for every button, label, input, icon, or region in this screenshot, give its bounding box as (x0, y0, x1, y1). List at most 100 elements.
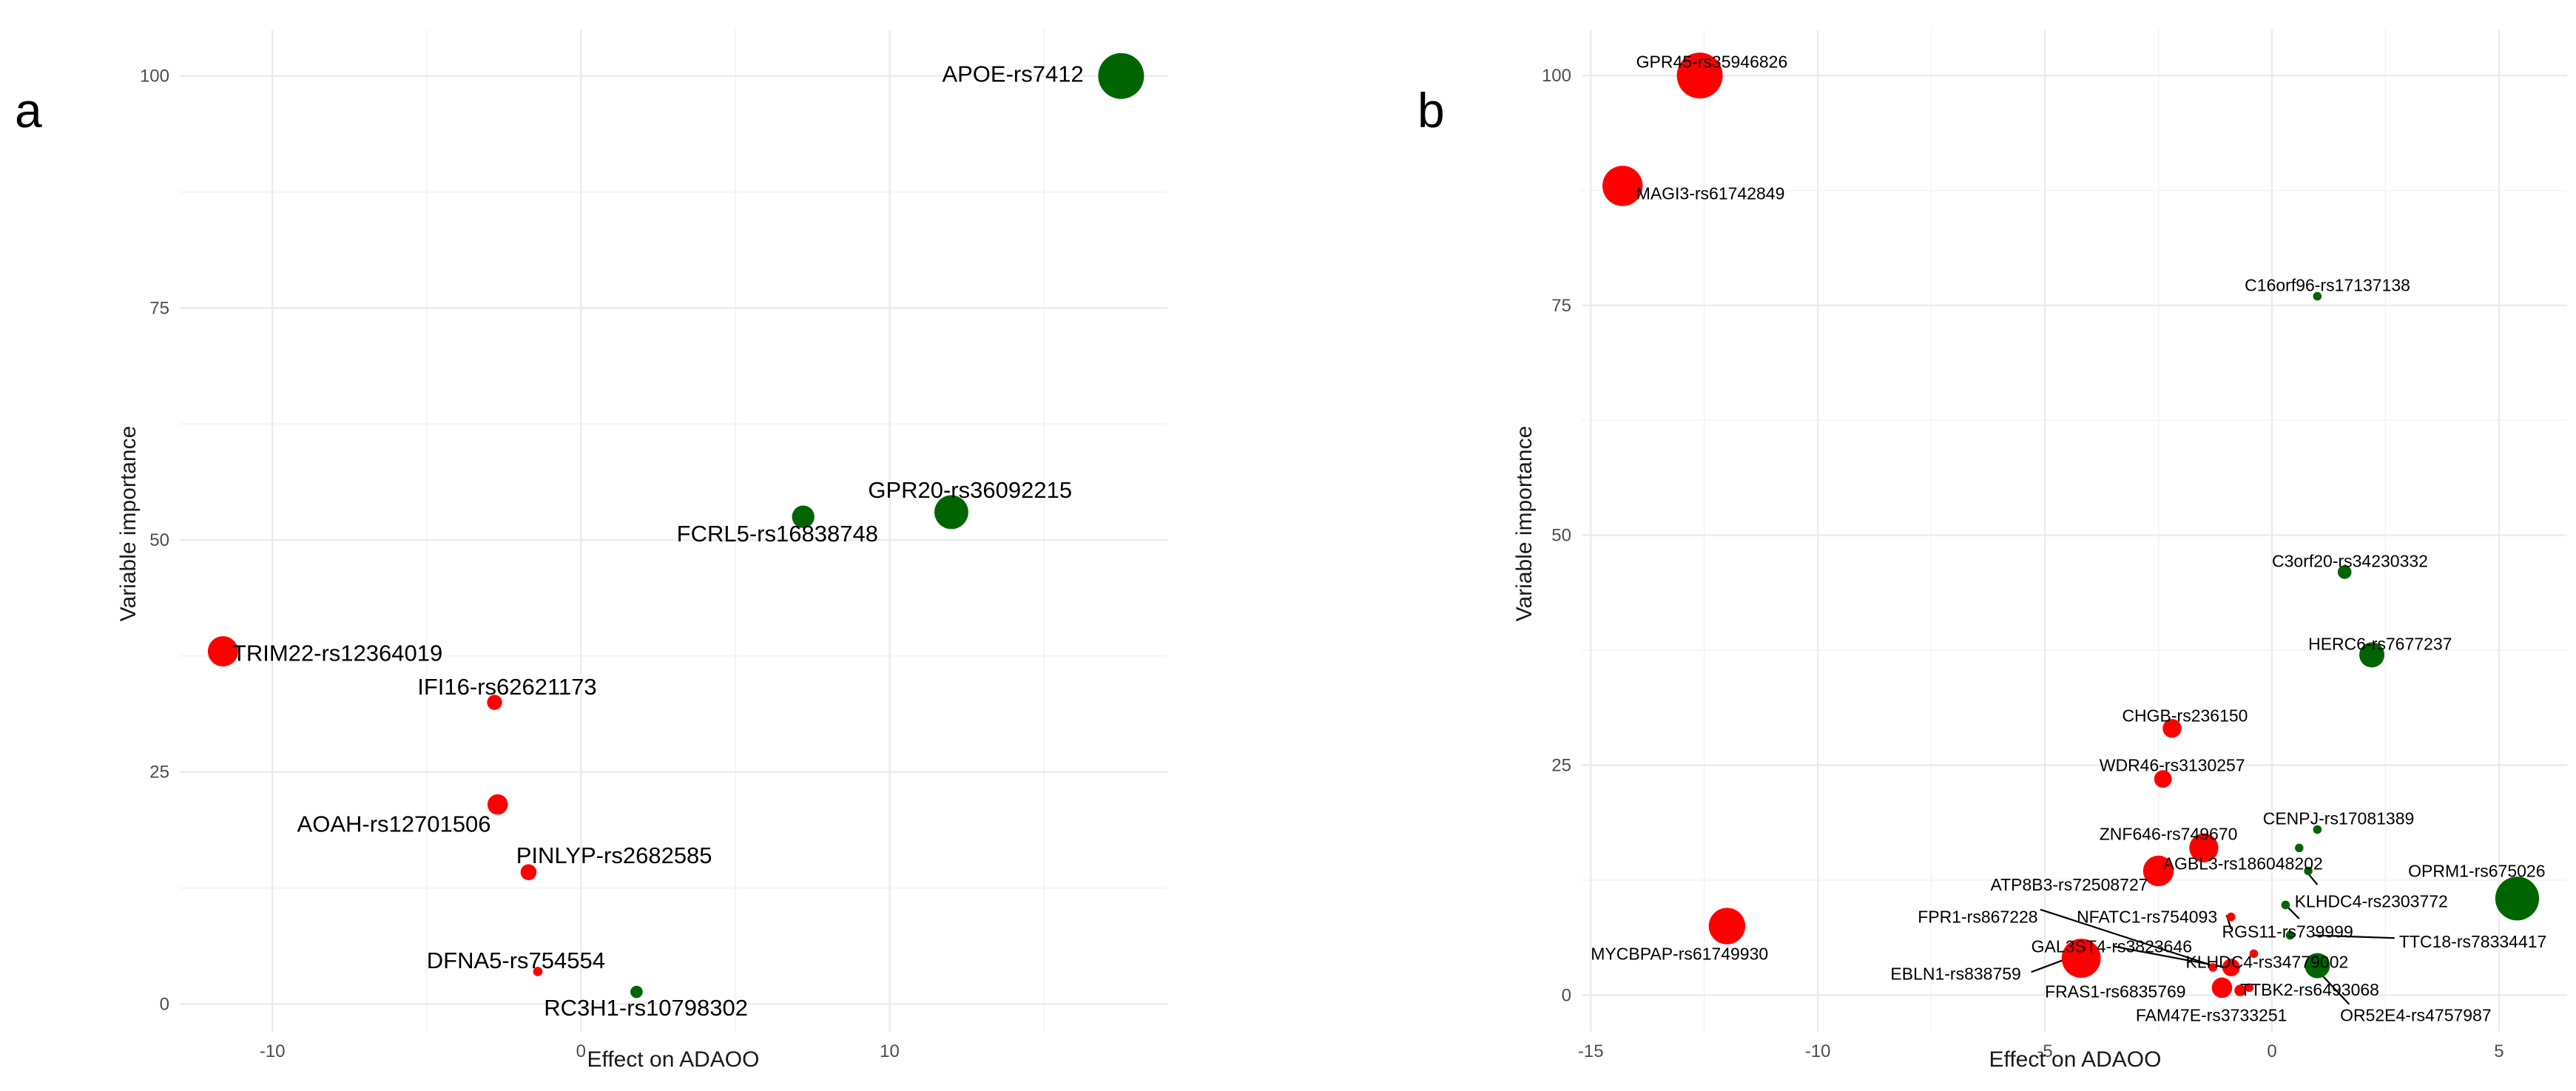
panel-a-points (207, 53, 1144, 999)
point-label: TTBK2-rs6493068 (2240, 980, 2379, 999)
point-label: MAGI3-rs61742849 (1636, 183, 1785, 203)
point-label: C16orf96-rs17137138 (2245, 276, 2410, 295)
leader-line (2031, 959, 2064, 973)
y-tick-label: 75 (149, 298, 169, 318)
point-label: FPR1-rs867228 (1918, 908, 2037, 927)
panel-b-labels: GPR45-rs35946826 MAGI3-rs61742849 C16orf96… (1591, 53, 2546, 1025)
data-point-ttbk2-rs6493068 (2304, 953, 2330, 979)
point-label: NFATC1-rs754093 (2077, 908, 2217, 927)
point-label: ATP8B3-rs72508727 (1990, 875, 2148, 894)
data-point-agbl3-rs186048202 (2295, 843, 2304, 853)
point-label: GPR45-rs35946826 (1636, 53, 1788, 72)
data-point-cenpj-rs17081389 (2313, 825, 2322, 834)
leader-line (2040, 908, 2213, 967)
point-label: FCRL5-rs16838748 (677, 521, 878, 547)
data-point-fam47e-rs3733251 (2234, 984, 2246, 996)
point-label: FRAS1-rs6835769 (2045, 982, 2186, 1001)
data-point-aoah-rs12701506 (487, 794, 508, 815)
x-tick-label: 5 (2494, 1041, 2503, 1061)
data-point-chgb-rs236150 (2162, 719, 2182, 738)
point-label: RC3H1-rs10798302 (544, 995, 748, 1021)
point-label: TTC18-rs78334417 (2399, 932, 2546, 951)
point-label: AOAH-rs12701506 (297, 811, 491, 837)
data-point-fcrl5-rs16838748 (792, 505, 815, 528)
data-point-gpr20-rs36092215 (934, 495, 968, 530)
data-point-klhdc4-rs2303772 (2304, 866, 2313, 876)
point-label: FAM47E-rs3733251 (2136, 1006, 2287, 1025)
point-label: HERC6-rs7677237 (2308, 634, 2452, 653)
point-label: GAL3ST4-rs3823646 (2032, 936, 2192, 956)
leader-line (2112, 945, 2227, 969)
data-point-mycbpap-rs61749930 (1708, 908, 1746, 945)
data-point-fras1-rs6835769 (2211, 977, 2233, 999)
data-point-magi3-rs61742849 (1602, 166, 1643, 206)
y-tick-label: 0 (1562, 985, 1571, 1005)
panel-a-grid (180, 30, 1167, 1032)
y-tick-label: 0 (160, 994, 169, 1014)
x-tick-label: -10 (1805, 1041, 1831, 1061)
x-tick-label: -5 (2037, 1041, 2052, 1061)
point-label: KLHDC4-rs34779002 (2185, 953, 2348, 972)
data-point-ttc18-rs78334417 (2285, 930, 2295, 940)
point-label: ZNF646-rs749670 (2100, 825, 2238, 844)
data-point-c3orf20-rs34230332 (2337, 565, 2352, 579)
y-tick-label: 100 (1542, 66, 1571, 86)
data-point-c16orf96-rs17137138 (2313, 291, 2322, 301)
point-label: TRIM22-rs12364019 (232, 641, 442, 666)
leader-line (2307, 873, 2319, 885)
data-point-znf646-rs749670 (2189, 833, 2219, 862)
y-tick-label: 25 (1551, 755, 1571, 775)
panel-a-tag: a (15, 83, 42, 138)
data-point-oprm1-rs675026 (2495, 876, 2540, 921)
data-point-or52e4-rs4757987 (2245, 983, 2254, 993)
x-tick-label: 10 (880, 1041, 900, 1061)
data-point-atp8b3-rs72508727 (2142, 855, 2174, 887)
panel-a-y-axis-title: Variable importance (116, 426, 141, 622)
panel-b-points (1602, 53, 2540, 999)
point-label: OPRM1-rs675026 (2408, 861, 2545, 880)
x-tick-label: -15 (1578, 1041, 1604, 1061)
data-point-ifi16-rs62621173 (487, 695, 502, 710)
panel-b-grid (1582, 30, 2567, 1032)
data-point-wdr46-rs3130257 (2154, 770, 2172, 788)
data-point-rc3h1-rs10798302 (630, 985, 643, 999)
data-point-dfna5-rs754554 (533, 967, 543, 976)
data-point-rgs11-rs739999 (2281, 900, 2290, 910)
y-tick-label: 100 (140, 67, 169, 87)
panel-b-tag: b (1417, 83, 1445, 138)
point-label: PINLYP-rs2682585 (516, 842, 712, 868)
data-point-gal3st4-rs3823646 (2222, 959, 2240, 976)
y-tick-label: 75 (1551, 296, 1571, 316)
x-tick-label: 0 (576, 1041, 586, 1061)
point-label: IFI16-rs62621173 (417, 674, 596, 700)
point-label: APOE-rs7412 (942, 61, 1083, 87)
leader-line (2313, 934, 2395, 939)
point-label: OR52E4-rs4757987 (2340, 1006, 2492, 1025)
point-label: DFNA5-rs754554 (427, 948, 605, 973)
panel-b-y-axis-title: Variable importance (1512, 426, 1537, 622)
x-tick-label: -10 (260, 1041, 286, 1061)
point-label: MYCBPAP-rs61749930 (1591, 944, 1768, 963)
panel-b-leaders (2031, 873, 2395, 1005)
point-label: GPR20-rs36092215 (868, 477, 1072, 503)
point-label: CHGB-rs236150 (2122, 706, 2248, 725)
data-point-apoe-rs7412 (1098, 53, 1144, 99)
point-label: AGBL3-rs186048202 (2163, 854, 2323, 874)
data-point-gpr45-rs35946826 (1676, 53, 1723, 99)
point-label: RGS11-rs739999 (2222, 922, 2353, 942)
point-label: KLHDC4-rs2303772 (2295, 891, 2448, 911)
y-tick-label: 50 (1551, 526, 1571, 546)
data-point-pinlyp-rs2682585 (520, 864, 537, 881)
panel-a-labels: APOE-rs7412 GPR20-rs36092215 FCRL5-rs16838… (232, 61, 1084, 1021)
y-tick-label: 50 (149, 530, 169, 550)
y-tick-label: 25 (149, 763, 169, 783)
panel-a-x-axis-title: Effect on ADAOO (587, 1047, 760, 1072)
point-label: C3orf20-rs34230332 (2272, 552, 2428, 571)
point-label: EBLN1-rs838759 (1890, 965, 2020, 984)
point-label: WDR46-rs3130257 (2100, 755, 2245, 774)
data-point-klhdc4-rs34779002 (2249, 949, 2259, 959)
